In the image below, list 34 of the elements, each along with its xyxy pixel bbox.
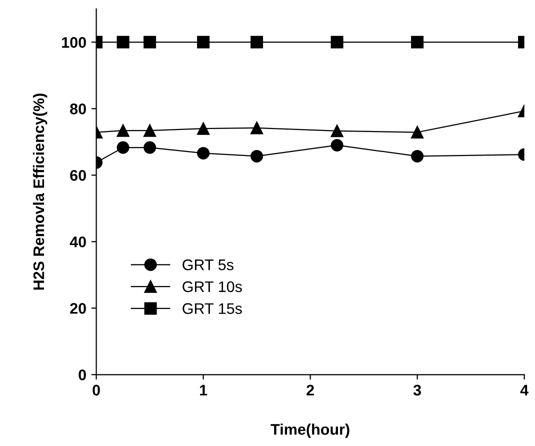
point <box>197 146 210 160</box>
point <box>330 124 344 138</box>
y-axis-title: H2S Removla Efficiency(%) <box>32 94 48 290</box>
point <box>250 122 264 134</box>
point <box>144 124 156 137</box>
y-tick-label: 40 <box>70 236 86 248</box>
point <box>116 124 130 137</box>
point <box>197 122 210 135</box>
point <box>144 36 156 48</box>
point <box>144 141 156 154</box>
x-tick-label: 4 <box>520 384 528 396</box>
point <box>330 138 344 152</box>
x-tick-label: 2 <box>306 384 314 396</box>
point <box>116 36 130 48</box>
x-tick-label: 1 <box>200 384 208 396</box>
x-tick-label: 0 <box>92 384 100 396</box>
y-tick-label: 60 <box>70 170 86 181</box>
y-tick-label: 0 <box>78 370 86 380</box>
x-axis-title: Time(hour) <box>270 424 350 438</box>
point <box>116 141 130 154</box>
point <box>411 36 424 48</box>
legend-label: GRT 15s <box>182 303 242 314</box>
point <box>411 126 424 139</box>
point <box>330 36 344 48</box>
y-tick-label: 80 <box>70 104 86 114</box>
point <box>411 150 424 162</box>
point <box>250 36 264 48</box>
y-tick-label: 20 <box>70 303 86 314</box>
point <box>250 150 264 162</box>
x-tick-label: 3 <box>413 384 421 396</box>
legend-label: GRT 10s <box>182 281 242 292</box>
y-tick-label: 100 <box>62 37 86 48</box>
legend-label: GRT 5s <box>182 259 234 270</box>
point <box>197 36 210 48</box>
